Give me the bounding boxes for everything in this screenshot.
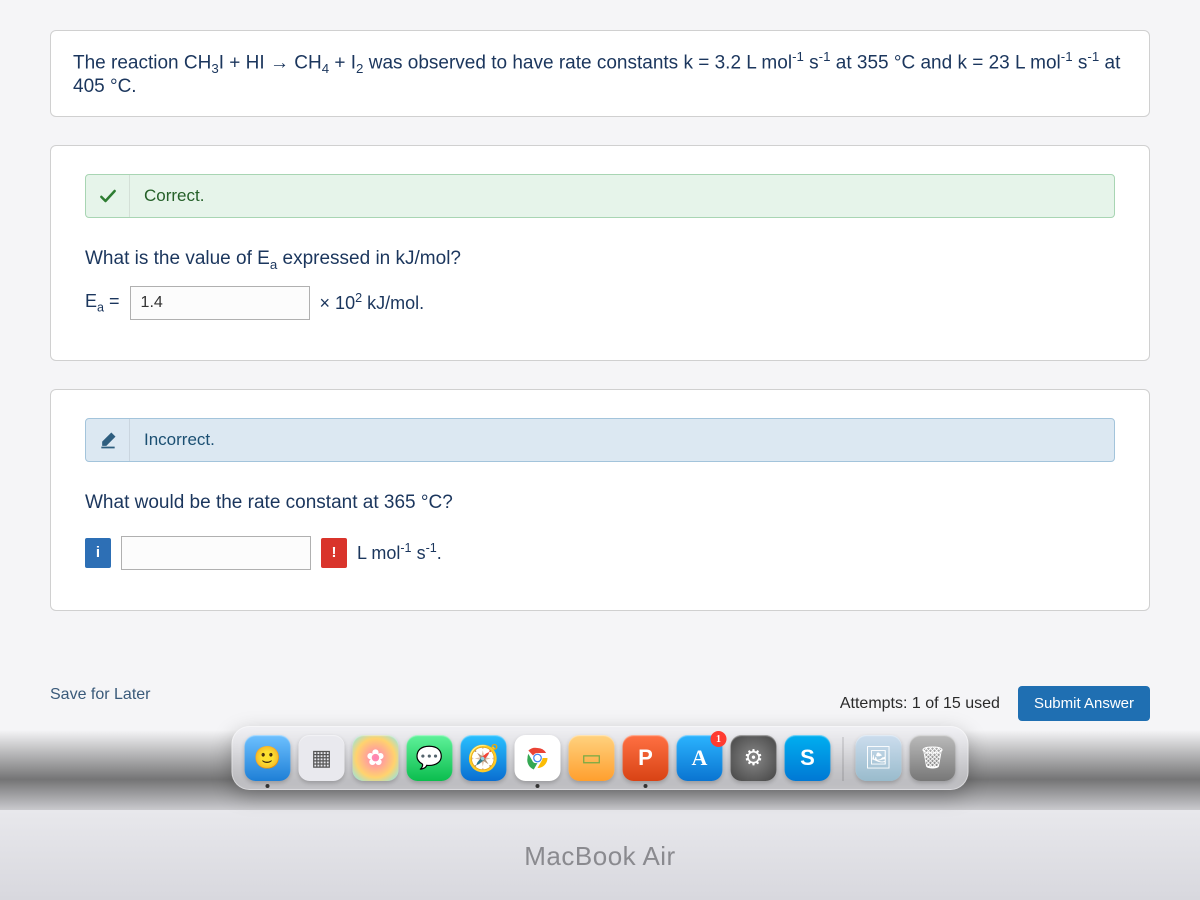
launchpad-icon[interactable]: ▦ bbox=[299, 735, 345, 781]
part1-label-pre: E bbox=[85, 291, 97, 311]
appstore-badge: 1 bbox=[711, 731, 727, 747]
powerpoint-icon[interactable]: P bbox=[623, 735, 669, 781]
problem-text-1: The reaction CH bbox=[73, 52, 211, 73]
feedback-correct-label: Correct. bbox=[130, 186, 204, 206]
part1-q-pre: What is the value of E bbox=[85, 248, 270, 269]
part1-question: What is the value of Ea expressed in kJ/… bbox=[85, 248, 1115, 272]
problem-sup-2: -1 bbox=[819, 49, 831, 64]
feedback-incorrect-label: Incorrect. bbox=[130, 430, 215, 450]
problem-text-3: + I bbox=[329, 52, 356, 73]
part1-label: Ea = bbox=[85, 291, 120, 315]
feedback-incorrect-bar: Incorrect. bbox=[85, 418, 1115, 462]
dock-app-7-icon[interactable]: ▭ bbox=[569, 735, 615, 781]
finder-glyph: 🙂 bbox=[254, 745, 281, 771]
launchpad-glyph: ▦ bbox=[311, 745, 332, 771]
problem-text-6: at 355 °C and k = 23 L mol bbox=[831, 52, 1061, 73]
chrome-icon[interactable] bbox=[515, 735, 561, 781]
messages-glyph: 💬 bbox=[416, 745, 443, 771]
problem-text-7: s bbox=[1073, 52, 1088, 73]
part2-unit-pre: L mol bbox=[357, 543, 400, 563]
part1-answer-row: Ea = × 102 kJ/mol. bbox=[85, 286, 1115, 320]
part2-unit-post: . bbox=[437, 543, 442, 563]
trash-icon[interactable]: 🗑 bbox=[910, 735, 956, 781]
problem-sup-1: -1 bbox=[792, 49, 804, 64]
footer-row: Save for Later Attempts: 1 of 15 used Su… bbox=[50, 686, 1150, 724]
problem-sub-2: 4 bbox=[322, 61, 329, 76]
settings-glyph: ⚙ bbox=[744, 745, 764, 771]
warning-icon: ! bbox=[321, 538, 347, 568]
finder-icon[interactable]: 🙂 bbox=[245, 735, 291, 781]
check-icon bbox=[86, 175, 130, 217]
problem-text-4: was observed to have rate constants k = … bbox=[363, 52, 792, 73]
part2-unit-sup1: -1 bbox=[400, 541, 411, 555]
problem-text-2: I + HI → CH bbox=[219, 52, 322, 73]
attempts-label: Attempts: 1 of 15 used bbox=[840, 695, 1000, 713]
part2-unit: L mol-1 s-1. bbox=[357, 541, 442, 564]
problem-sup-3: -1 bbox=[1061, 49, 1073, 64]
question-part-2: Incorrect. What would be the rate consta… bbox=[50, 389, 1150, 611]
messages-icon[interactable]: 💬 bbox=[407, 735, 453, 781]
skype-glyph: S bbox=[800, 745, 815, 771]
dock-app-7-glyph: ▭ bbox=[581, 745, 602, 771]
submit-answer-button[interactable]: Submit Answer bbox=[1018, 686, 1150, 721]
safari-glyph: 🧭 bbox=[467, 743, 499, 774]
preview-glyph: 🖼 bbox=[865, 745, 893, 771]
appstore-glyph: A bbox=[692, 745, 708, 771]
preview-icon[interactable]: 🖼 bbox=[856, 735, 902, 781]
macos-dock: 🙂 ▦ ✿ 💬 🧭 ▭ P A1 ⚙ S 🖼 🗑 bbox=[232, 726, 969, 790]
safari-icon[interactable]: 🧭 bbox=[461, 735, 507, 781]
save-for-later-link[interactable]: Save for Later bbox=[50, 686, 151, 704]
dock-separator bbox=[843, 737, 844, 781]
part1-label-sub: a bbox=[97, 301, 104, 315]
photos-icon[interactable]: ✿ bbox=[353, 735, 399, 781]
appstore-icon[interactable]: A1 bbox=[677, 735, 723, 781]
problem-statement: The reaction CH3I + HI → CH4 + I2 was ob… bbox=[50, 30, 1150, 117]
question-part-1: Correct. What is the value of Ea express… bbox=[50, 145, 1150, 361]
eraser-icon bbox=[86, 419, 130, 461]
part2-unit-mid: s bbox=[412, 543, 426, 563]
feedback-correct-bar: Correct. bbox=[85, 174, 1115, 218]
photos-glyph: ✿ bbox=[366, 745, 384, 771]
hardware-label: MacBook Air bbox=[524, 841, 675, 872]
settings-icon[interactable]: ⚙ bbox=[731, 735, 777, 781]
part2-unit-sup2: -1 bbox=[426, 541, 437, 555]
problem-sup-4: -1 bbox=[1087, 49, 1099, 64]
skype-icon[interactable]: S bbox=[785, 735, 831, 781]
powerpoint-glyph: P bbox=[638, 745, 653, 771]
part1-label-post: = bbox=[104, 291, 120, 311]
part2-answer-row: i ! L mol-1 s-1. bbox=[85, 536, 1115, 570]
trash-glyph: 🗑 bbox=[919, 745, 947, 771]
part2-input[interactable] bbox=[121, 536, 311, 570]
problem-text-5: s bbox=[804, 52, 819, 73]
part1-unit: × 102 kJ/mol. bbox=[320, 291, 425, 314]
part2-question: What would be the rate constant at 365 °… bbox=[85, 492, 1115, 514]
info-icon[interactable]: i bbox=[85, 538, 111, 568]
part1-unit-post: kJ/mol. bbox=[362, 293, 424, 313]
part1-input[interactable] bbox=[130, 286, 310, 320]
part1-q-post: expressed in kJ/mol? bbox=[277, 248, 461, 269]
part1-unit-pre: × 10 bbox=[320, 293, 356, 313]
problem-sub-1: 3 bbox=[211, 61, 218, 76]
